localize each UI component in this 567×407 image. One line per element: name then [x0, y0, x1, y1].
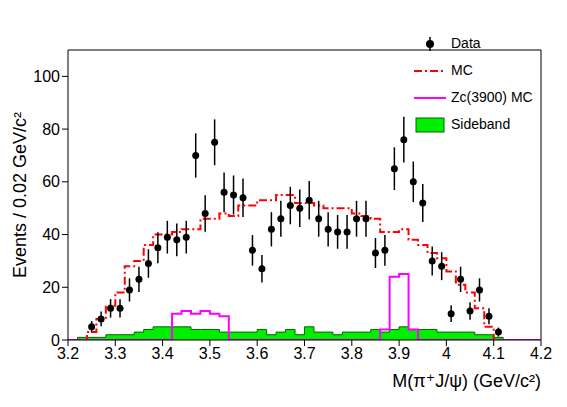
html-text:Zc(3900) MC: Zc(3900) MC	[451, 89, 533, 105]
svg-text:100: 100	[33, 68, 60, 85]
svg-text:40: 40	[42, 226, 60, 243]
svg-text:3.3: 3.3	[104, 345, 126, 362]
html-text:Data: Data	[451, 35, 481, 51]
svg-text:20: 20	[42, 279, 60, 296]
svg-text:4: 4	[442, 345, 451, 362]
html-text:M(π⁺J/ψ) (GeV/c²): M(π⁺J/ψ) (GeV/c²)	[392, 371, 541, 391]
html-text:MC: MC	[451, 62, 473, 78]
html-text:Sideband: Sideband	[451, 116, 511, 132]
svg-text:0: 0	[51, 332, 60, 349]
svg-text:3.7: 3.7	[293, 345, 315, 362]
svg-text:3.5: 3.5	[199, 345, 221, 362]
svg-text:3.2: 3.2	[57, 345, 79, 362]
svg-text:3.9: 3.9	[388, 345, 410, 362]
svg-text:3.6: 3.6	[246, 345, 268, 362]
svg-text:3.8: 3.8	[341, 345, 363, 362]
svg-text:4.2: 4.2	[530, 345, 552, 362]
svg-text:60: 60	[42, 173, 60, 190]
svg-text:80: 80	[42, 121, 60, 138]
html-text:Events / 0.02 GeV/c²: Events / 0.02 GeV/c²	[9, 112, 30, 278]
svg-text:4.1: 4.1	[483, 345, 505, 362]
svg-text:3.4: 3.4	[151, 345, 173, 362]
